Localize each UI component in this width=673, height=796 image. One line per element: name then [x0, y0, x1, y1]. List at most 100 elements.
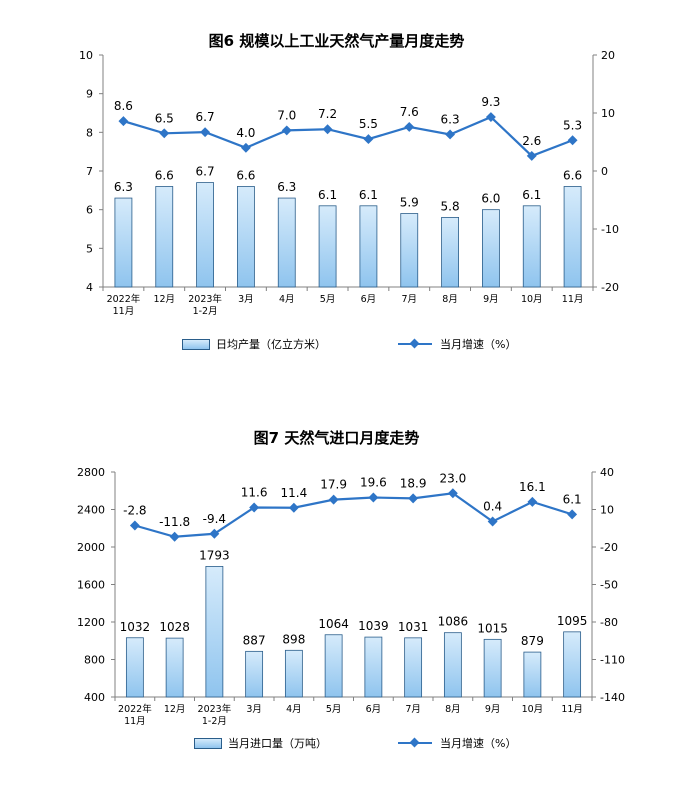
x-tick-label: 5月 [326, 704, 342, 715]
bar [245, 650, 264, 698]
line-data-label: -2.8 [123, 504, 146, 518]
x-tick-label: 7月 [401, 294, 417, 305]
x-tick-label: 3月 [238, 294, 254, 305]
bar [522, 205, 541, 288]
line-point [526, 150, 537, 161]
bar-data-label: 1793 [199, 548, 230, 562]
bar-data-label: 6.0 [481, 192, 500, 206]
bar [205, 566, 224, 698]
bar [155, 186, 174, 288]
bar-data-label: 6.6 [155, 168, 174, 182]
bar-data-label: 6.3 [277, 180, 296, 194]
x-tick-label: 8月 [442, 294, 458, 305]
bar [237, 186, 255, 288]
y-left-tick-label: 1600 [77, 579, 105, 592]
line-series [134, 492, 573, 538]
line-point [281, 125, 292, 136]
y-left-tick-label: 400 [84, 691, 105, 704]
line-point [118, 116, 129, 127]
bar [125, 637, 144, 698]
line-point [209, 528, 220, 539]
y-right-tick-label: -80 [600, 616, 618, 629]
bar [284, 649, 303, 698]
line-point [567, 135, 578, 146]
legend-bar: 日均产量（亿立方米） [182, 336, 326, 352]
x-tick-label: 4月 [286, 704, 302, 715]
line-data-label: 8.6 [114, 99, 133, 113]
bar [277, 197, 296, 288]
x-tick-label: 2023年 [188, 293, 222, 305]
y-right-tick-label: 10 [601, 107, 615, 120]
chart-gas-import: 图7 天然气进口月度走势 400 800 1200 1600 2000 2400 2800 -… [0, 405, 673, 795]
x-tick-label: 2022年 [107, 293, 141, 305]
line-data-label: 6.5 [155, 111, 174, 125]
line-point [169, 531, 180, 542]
bar [443, 632, 462, 698]
x-tick-label: 6月 [361, 294, 377, 305]
y-right-tick-label: -50 [600, 579, 618, 592]
line-point [159, 128, 170, 139]
x-tick-label: 1-2月 [193, 306, 218, 317]
bar-data-label: 1032 [120, 620, 151, 634]
line-series [123, 115, 573, 158]
x-tick-label: 12月 [164, 704, 186, 715]
bar-swatch-icon [182, 338, 210, 350]
bar [364, 636, 383, 698]
y-left-tick-label: 7 [86, 165, 93, 178]
y-left-tick-label: 10 [79, 49, 93, 62]
bar-data-label: 6.1 [318, 188, 337, 202]
line-point [322, 124, 333, 135]
y-right-tick-label: -20 [601, 281, 619, 294]
line-data-label: 7.2 [318, 107, 337, 121]
bar [318, 205, 337, 288]
line-data-label: 16.1 [519, 480, 546, 494]
bar [563, 186, 582, 288]
y-right-tick-label: 40 [600, 466, 614, 479]
bar [523, 651, 542, 698]
x-tick-label: 3月 [246, 704, 262, 715]
line-point [527, 496, 538, 507]
bar-data-label: 6.3 [114, 180, 133, 194]
line-data-label: -9.4 [203, 512, 226, 526]
bar [324, 634, 343, 698]
bar [165, 637, 184, 698]
x-tick-label: 11月 [124, 716, 146, 727]
line-data-label: 11.6 [241, 486, 268, 500]
x-tick-label: 11月 [562, 294, 584, 305]
legend-line-label: 当月增速（%） [440, 338, 517, 351]
bar-data-label: 6.1 [522, 188, 541, 202]
line-point [567, 509, 578, 520]
x-tick-label: 9月 [485, 704, 501, 715]
bar-data-label: 898 [282, 632, 305, 646]
x-tick-label: 11月 [561, 704, 583, 715]
line-point [408, 493, 419, 504]
legend-bar-label: 当月进口量（万吨） [228, 737, 327, 750]
x-tick-label: 2022年 [118, 703, 152, 715]
bar-data-label: 1086 [438, 615, 469, 629]
bar-data-label: 6.6 [563, 168, 582, 182]
y-left-tick-label: 2800 [77, 466, 105, 479]
line-point [240, 142, 251, 153]
bar-swatch-icon [194, 737, 222, 749]
line-data-label: 6.7 [196, 110, 215, 124]
bar [196, 182, 214, 288]
y-left-tick-label: 4 [86, 281, 93, 294]
bar [563, 631, 582, 698]
line-point [288, 502, 299, 513]
x-tick-label: 10月 [522, 704, 544, 715]
x-tick-label: 2023年 [198, 703, 232, 715]
bar-data-label: 5.8 [441, 199, 460, 213]
line-data-label: 0.4 [483, 500, 502, 514]
bar [441, 216, 459, 288]
x-tick-label: 7月 [405, 704, 421, 715]
y-right-tick-label: 0 [601, 165, 608, 178]
line-data-label: 18.9 [400, 476, 427, 490]
legend-line-label: 当月增速（%） [440, 737, 517, 750]
bar-data-label: 1031 [398, 620, 429, 634]
chart-title: 图6 规模以上工业天然气产量月度走势 [208, 32, 465, 50]
y-left-tick-label: 5 [86, 242, 93, 255]
bar [359, 205, 378, 288]
x-tick-label: 1-2月 [202, 716, 227, 727]
line-point [487, 516, 498, 527]
